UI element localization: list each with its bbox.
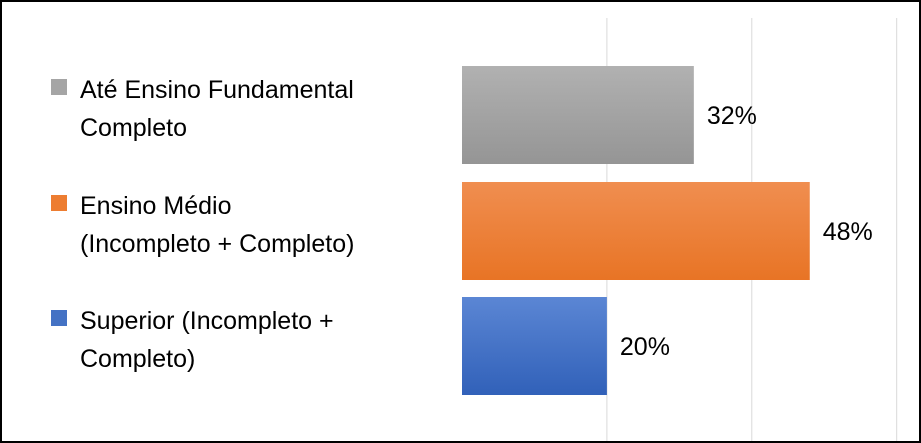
legend-label-0-line-0: Até Ensino Fundamental [80,76,354,104]
legend-swatch-2 [51,310,67,326]
legend-label-1-line-1: (Incompleto + Completo) [80,230,354,258]
bar-2 [462,297,607,395]
data-label-2: 20% [620,333,670,361]
legend-swatch-0 [51,79,67,95]
bar-0 [462,66,694,164]
legend-label-1-line-0: Ensino Médio [80,192,231,220]
data-labels: 32% 48% 20% [620,102,873,361]
bars [462,66,810,395]
data-label-0: 32% [707,102,757,130]
legend-label-2-line-1: Completo) [80,345,195,373]
data-label-1: 48% [823,218,873,246]
legend-swatch-1 [51,195,67,211]
legend-label-0-line-1: Completo [80,114,187,142]
bar-1 [462,182,810,280]
legend-label-2-line-0: Superior (Incompleto + [80,307,334,335]
legend: Até Ensino Fundamental Completo Ensino Méd… [51,76,354,373]
